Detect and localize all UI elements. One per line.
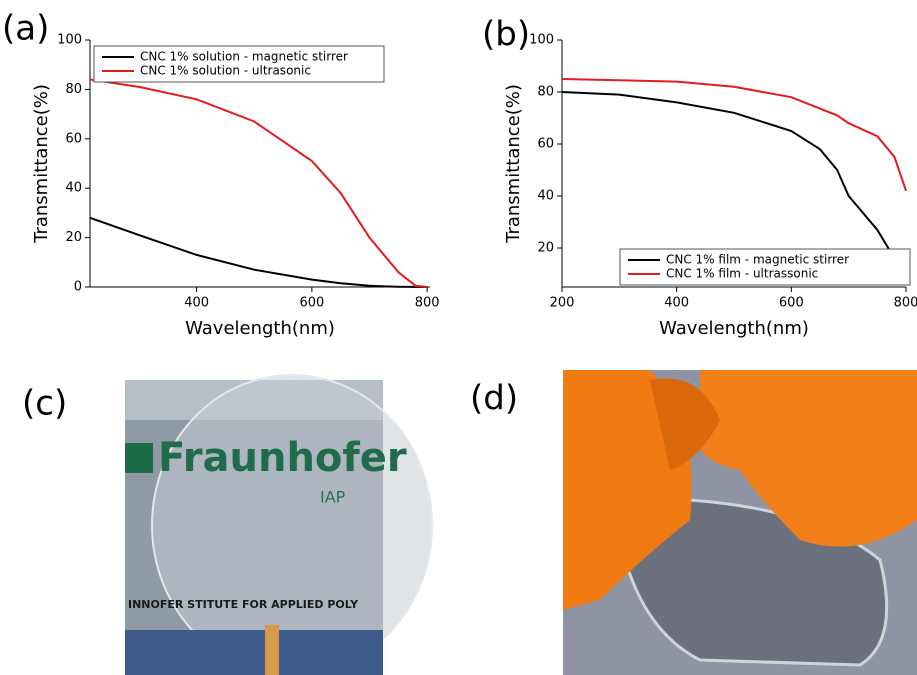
data-line <box>90 80 427 288</box>
photo-text: Fraunhofer <box>158 435 407 481</box>
y-tick-label: 100 <box>529 33 554 48</box>
x-tick-label: 400 <box>664 296 689 311</box>
photo-d <box>563 370 917 675</box>
y-axis-title: Transmittance(%) <box>31 84 52 244</box>
legend-label: CNC 1% film - ultrassonic <box>666 267 818 281</box>
x-tick-label: 600 <box>779 296 804 311</box>
y-tick-label: 20 <box>65 230 82 245</box>
panel-label: (a) <box>2 9 49 49</box>
x-axis-title: Wavelength(nm) <box>659 318 809 339</box>
panel-label: (b) <box>482 15 530 55</box>
panel-label: (d) <box>470 379 518 419</box>
x-tick-label: 800 <box>894 296 917 311</box>
y-tick-label: 100 <box>57 33 82 48</box>
chart: (b) 20 40 60 80 100 200 400 600 800 Wavelength(nm)… <box>482 15 917 340</box>
photo-text: IAP <box>320 488 346 507</box>
x-axis-title: Wavelength(nm) <box>185 318 335 339</box>
y-tick-label: 0 <box>74 280 82 295</box>
figure-svg: Fraunhofer IAP INNOFER STITUTE FOR APPLI… <box>0 0 917 675</box>
data-line <box>562 92 906 269</box>
x-tick-label: 600 <box>299 296 324 311</box>
data-line <box>90 218 427 287</box>
legend-label: CNC 1% solution - ultrasonic <box>140 64 311 78</box>
photo-c: Fraunhofer IAP INNOFER STITUTE FOR APPLI… <box>125 375 432 675</box>
x-tick-label: 800 <box>415 296 440 311</box>
y-tick-label: 40 <box>537 189 554 204</box>
photo-text: INNOFER STITUTE FOR APPLIED POLY <box>128 598 359 611</box>
x-tick-label: 400 <box>184 296 209 311</box>
y-axis-title: Transmittance(%) <box>503 84 524 244</box>
y-tick-label: 20 <box>537 241 554 256</box>
y-tick-label: 80 <box>537 85 554 100</box>
panel-label: (c) <box>22 384 67 424</box>
chart: (a) 0 20 40 60 80 100 400 600 800 Wavelength(nm) Tr… <box>2 9 440 340</box>
y-tick-label: 40 <box>65 181 82 196</box>
legend-label: CNC 1% film - magnetic stirrer <box>666 253 849 267</box>
y-tick-label: 80 <box>65 82 82 97</box>
x-tick-label: 200 <box>550 296 575 311</box>
y-tick-label: 60 <box>65 131 82 146</box>
data-line <box>562 79 906 191</box>
legend-label: CNC 1% solution - magnetic stirrer <box>140 50 348 64</box>
figure: Fraunhofer IAP INNOFER STITUTE FOR APPLI… <box>0 0 917 675</box>
y-tick-label: 60 <box>537 137 554 152</box>
